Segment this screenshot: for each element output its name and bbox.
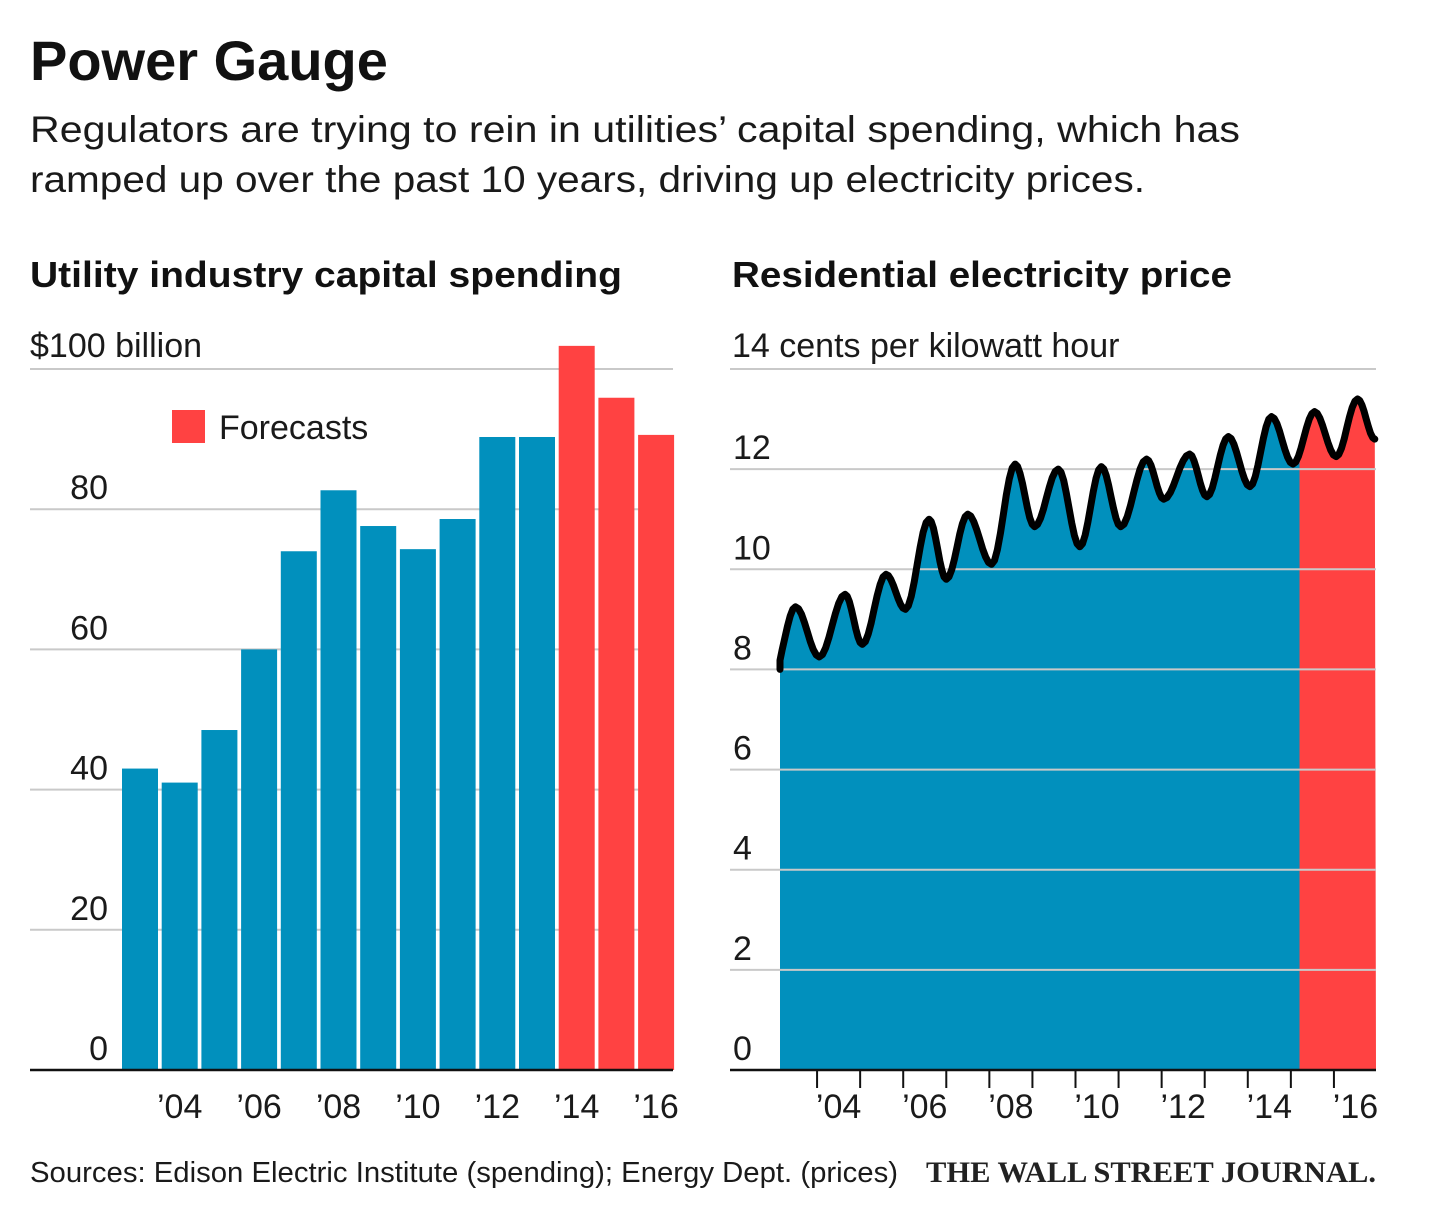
bar-x-tick-label: ’04	[157, 1088, 202, 1126]
price-area-forecast	[1299, 399, 1376, 1070]
bar-2012	[479, 436, 516, 1070]
price-x-tick-label: ’08	[988, 1088, 1033, 1126]
bar-chart-title: Utility industry capital spending	[30, 254, 622, 295]
price-x-tick-label: ’04	[816, 1088, 861, 1126]
price-y-tick-label: 10	[733, 529, 771, 567]
price-y-tick-label: 8	[733, 629, 752, 667]
subtitle-line-2: ramped up over the past 10 years, drivin…	[30, 159, 1145, 200]
price-y-tick-label: 2	[733, 930, 752, 968]
bar-y-tick-label: 60	[70, 609, 108, 647]
bar-x-tick-label: ’14	[554, 1088, 599, 1126]
line-chart-unit-label: 14 cents per kilowatt hour	[732, 327, 1119, 365]
bar-2011	[439, 519, 476, 1070]
bar-x-tick-label: ’10	[395, 1088, 440, 1126]
bar-2008	[320, 490, 357, 1070]
bar-x-tick-label: ’12	[475, 1088, 520, 1126]
page-title: Power Gauge	[30, 29, 388, 92]
bar-2009	[360, 526, 397, 1070]
electricity-price-chart: Residential electricity price 14 cents p…	[730, 254, 1379, 1126]
price-x-tick-label: ’06	[902, 1088, 947, 1126]
price-x-tick-label: ’12	[1160, 1088, 1205, 1126]
line-chart-title: Residential electricity price	[732, 254, 1232, 295]
bar-y-tick-label: 80	[70, 469, 108, 507]
bar-2010	[399, 549, 436, 1070]
bar-chart-unit-label: $100 billion	[30, 327, 202, 365]
bar-2013	[519, 436, 555, 1070]
bar-y-tick-label: 20	[70, 890, 108, 928]
publisher-logo: THE WALL STREET JOURNAL.	[926, 1156, 1376, 1189]
bar-2007	[280, 551, 317, 1070]
bar-x-tick-label: ’06	[236, 1088, 281, 1126]
bar-x-tick-label: ’16	[633, 1088, 678, 1126]
bar-2016	[638, 434, 675, 1070]
price-y-tick-label: 12	[733, 429, 771, 467]
sources-note: Sources: Edison Electric Institute (spen…	[30, 1157, 898, 1189]
price-x-tick-label: ’14	[1247, 1088, 1292, 1126]
bar-2015	[598, 397, 635, 1071]
price-line	[776, 395, 1379, 673]
bar-2014	[558, 345, 595, 1070]
bar-2004	[161, 782, 198, 1070]
bar-2005	[201, 730, 238, 1070]
price-y-tick-label: 0	[733, 1030, 752, 1068]
bar-2006	[241, 649, 278, 1070]
legend-forecast-label: Forecasts	[219, 409, 368, 447]
price-x-tick-label: ’16	[1333, 1088, 1378, 1126]
price-y-tick-label: 4	[733, 830, 752, 868]
bar-2003	[122, 768, 158, 1070]
legend-forecast-swatch	[172, 410, 205, 443]
bar-y-tick-label: 0	[89, 1030, 108, 1068]
subtitle-line-1: Regulators are trying to rein in utiliti…	[30, 109, 1240, 150]
price-area-actual	[780, 416, 1300, 1070]
price-x-tick-label: ’10	[1074, 1088, 1119, 1126]
bar-x-tick-label: ’08	[316, 1088, 361, 1126]
price-y-tick-label: 6	[733, 730, 752, 768]
capital-spending-chart: Utility industry capital spending $100 b…	[30, 254, 679, 1126]
bar-y-tick-label: 40	[70, 750, 108, 788]
